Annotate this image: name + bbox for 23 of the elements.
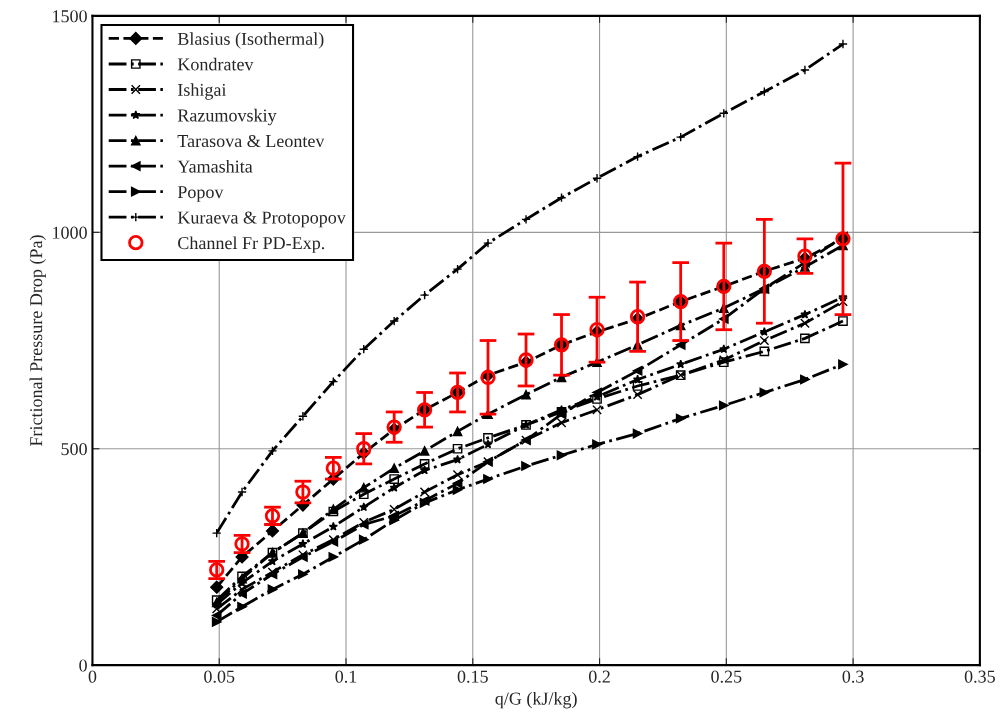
y-axis-title: Frictional Pressure Drop (Pa) <box>29 235 46 447</box>
x-tick-label: 0.05 <box>204 670 235 683</box>
legend-label: Ishigai <box>177 83 227 100</box>
x-tick-label: 0.1 <box>335 670 357 683</box>
y-tick-label: 500 <box>61 443 87 456</box>
x-tick-label: 0 <box>88 670 97 683</box>
legend-label: Kondratev <box>177 57 254 71</box>
y-tick-label: 0 <box>79 659 87 672</box>
x-tick-label: 0.25 <box>711 670 742 683</box>
legend-label: Blasius (Isothermal) <box>177 32 324 49</box>
legend-label: Yamashita <box>177 159 253 173</box>
legend-label: Channel Fr PD-Exp. <box>178 236 325 253</box>
legend-label: Kuraeva & Protopopov <box>177 211 346 228</box>
x-tick-label: 0.15 <box>457 670 488 683</box>
y-tick-label: 1500 <box>53 10 87 23</box>
x-tick-label: 0.2 <box>588 670 610 683</box>
legend-label: Tarasova & Leontev <box>177 134 325 148</box>
x-tick-label: 0.3 <box>842 670 864 683</box>
x-axis-title: q/G (kJ/kg) <box>495 691 577 709</box>
x-tick-label: 0.35 <box>964 670 995 683</box>
legend-label: Razumovskiy <box>177 108 277 126</box>
y-tick-label: 1000 <box>53 226 87 239</box>
legend-label: Popov <box>177 186 224 202</box>
